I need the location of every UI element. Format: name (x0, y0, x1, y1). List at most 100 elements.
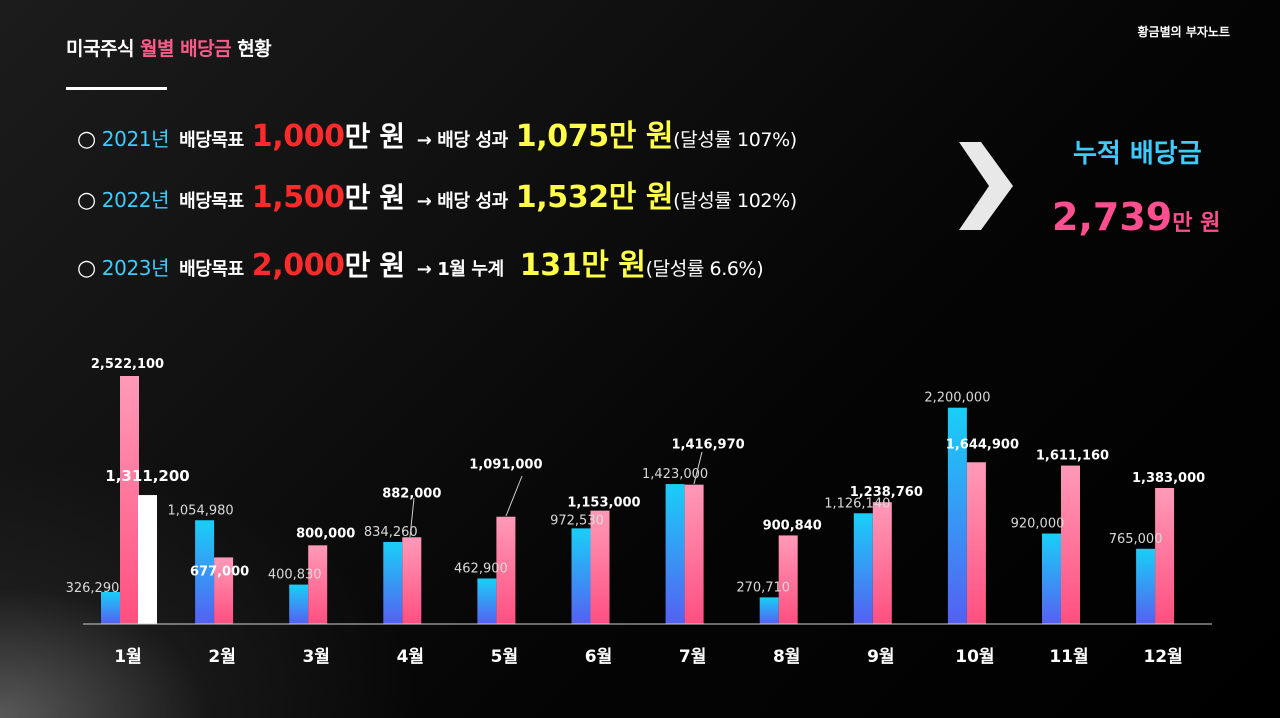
bar-pink-3 (308, 545, 328, 624)
data-label-pink-9: 1,238,760 (850, 485, 923, 500)
leader-line (409, 497, 415, 538)
cumulative-value: 2,739만 원 (1052, 195, 1220, 239)
x-tick-label: 5월 (491, 647, 518, 667)
brand-label: 황금별의 부자노트 (1137, 25, 1231, 39)
data-label-white-1: 1,311,200 (105, 467, 189, 485)
data-label-pink-11: 1,611,160 (1036, 449, 1109, 464)
data-label-blue-11: 920,000 (1011, 517, 1065, 532)
data-label-pink-10: 1,644,900 (946, 437, 1019, 452)
bar-blue-12 (1136, 548, 1156, 624)
x-tick-label: 7월 (679, 647, 706, 667)
bullet-circle: ○ (77, 188, 96, 213)
x-tick-label: 12월 (1143, 647, 1182, 667)
bar-blue-2 (195, 520, 215, 624)
x-tick-label: 4월 (397, 647, 424, 667)
data-label-pink-8: 900,840 (763, 518, 822, 533)
x-tick-label: 2월 (208, 647, 235, 667)
bar-blue-11 (1042, 533, 1061, 624)
x-tick-label: 3월 (302, 647, 329, 667)
data-label-blue-5: 462,900 (454, 561, 508, 576)
x-tick-label: 6월 (585, 647, 612, 667)
leader-line (505, 475, 523, 517)
bar-blue-6 (571, 528, 591, 624)
data-label-blue-1: 326,290 (66, 581, 120, 596)
bar-pink-12 (1155, 488, 1175, 624)
goal-row-2022: ○ 2022년 배당목표 1,500 만 원 → 배당 성과 1,532만 원 … (77, 172, 797, 216)
data-label-pink-1: 2,522,100 (91, 357, 164, 372)
title-underline (66, 87, 167, 90)
goal-achieved: 131만 원 (519, 248, 646, 283)
bar-pink-7 (684, 484, 704, 624)
bar-pink-10 (966, 462, 986, 624)
cumulative-number: 2,739 (1052, 195, 1173, 239)
data-label-pink-12: 1,383,000 (1132, 471, 1205, 486)
goal-arrow-text: → 배당 성과 (416, 130, 508, 151)
data-label-blue-10: 2,200,000 (924, 391, 990, 406)
data-label-blue-12: 765,000 (1109, 532, 1163, 547)
data-label-blue-2: 1,054,980 (168, 503, 234, 518)
bar-blue-4 (383, 541, 403, 624)
title-part1: 미국주식 (66, 38, 134, 60)
goal-target-unit: 만 원 (344, 120, 405, 153)
data-label-blue-3: 400,830 (268, 568, 322, 583)
x-tick-label: 10월 (955, 647, 994, 667)
bar-pink-4 (402, 537, 422, 624)
data-label-blue-4: 834,260 (364, 525, 418, 540)
goal-year: 2021년 (101, 127, 170, 151)
bullet-circle: ○ (77, 127, 96, 152)
bar-blue-5 (477, 578, 497, 624)
goal-rate: (달성률 107%) (673, 129, 797, 151)
x-tick-label: 9월 (867, 647, 894, 667)
goal-achieved: 1,075만 원 (515, 119, 674, 154)
data-label-pink-5: 1,091,000 (469, 458, 542, 473)
bar-blue-1 (101, 591, 120, 624)
bar-pink-11 (1061, 465, 1080, 624)
data-label-blue-9: 1,126,140 (824, 496, 890, 511)
bar-white-1 (138, 495, 157, 624)
goal-target-unit: 만 원 (344, 249, 405, 282)
bar-pink-1 (120, 376, 139, 624)
goal-rate: (달성률 6.6%) (645, 258, 764, 280)
goal-year: 2022년 (101, 188, 170, 212)
data-label-blue-7: 1,423,000 (642, 467, 708, 482)
bar-pink-9 (872, 502, 892, 624)
bar-pink-5 (496, 516, 516, 624)
data-label-blue-8: 270,710 (736, 580, 790, 595)
data-label-pink-3: 800,000 (296, 526, 355, 541)
bar-blue-10 (947, 407, 967, 624)
goal-label: 배당목표 (179, 259, 244, 280)
goal-label: 배당목표 (179, 130, 244, 151)
data-label-pink-7: 1,416,970 (671, 438, 744, 453)
bar-blue-9 (853, 513, 873, 624)
bar-blue-8 (759, 597, 779, 624)
bar-pink-6 (590, 510, 610, 624)
page-title: 미국주식 월별 배당금 현황 (66, 34, 272, 61)
leader-line (693, 451, 703, 485)
goal-rate: (달성률 102%) (673, 190, 797, 212)
goal-row-2021: ○ 2021년 배당목표 1,000 만 원 → 배당 성과 1,075만 원 … (77, 111, 797, 155)
goal-target: 1,000 (251, 119, 345, 154)
goal-target-unit: 만 원 (344, 181, 405, 214)
goal-achieved: 1,532만 원 (515, 180, 674, 215)
data-label-pink-6: 1,153,000 (567, 496, 640, 511)
data-label-blue-6: 972,530 (550, 513, 604, 528)
bullet-circle: ○ (77, 256, 96, 281)
goal-arrow-text: → 배당 성과 (416, 191, 508, 212)
x-tick-label: 8월 (773, 647, 800, 667)
goal-row-2023: ○ 2023년 배당목표 2,000 만 원 → 1월 누계 131만 원 (달… (77, 240, 764, 284)
goal-year: 2023년 (101, 256, 170, 280)
data-label-pink-2: 677,000 (190, 564, 249, 579)
title-highlight: 월별 배당금 (140, 38, 232, 60)
data-label-pink-4: 882,000 (382, 486, 441, 501)
goal-label: 배당목표 (179, 191, 244, 212)
bar-blue-7 (665, 484, 685, 624)
bar-pink-8 (778, 535, 798, 624)
goal-arrow-text: → 1월 누계 (416, 259, 504, 280)
x-tick-label: 11월 (1049, 647, 1088, 667)
title-part2: 현황 (237, 38, 272, 60)
bar-blue-3 (289, 584, 309, 624)
cumulative-label: 누적 배당금 (1073, 139, 1202, 169)
bar-pink-2 (214, 557, 234, 624)
goal-target: 2,000 (251, 248, 345, 283)
